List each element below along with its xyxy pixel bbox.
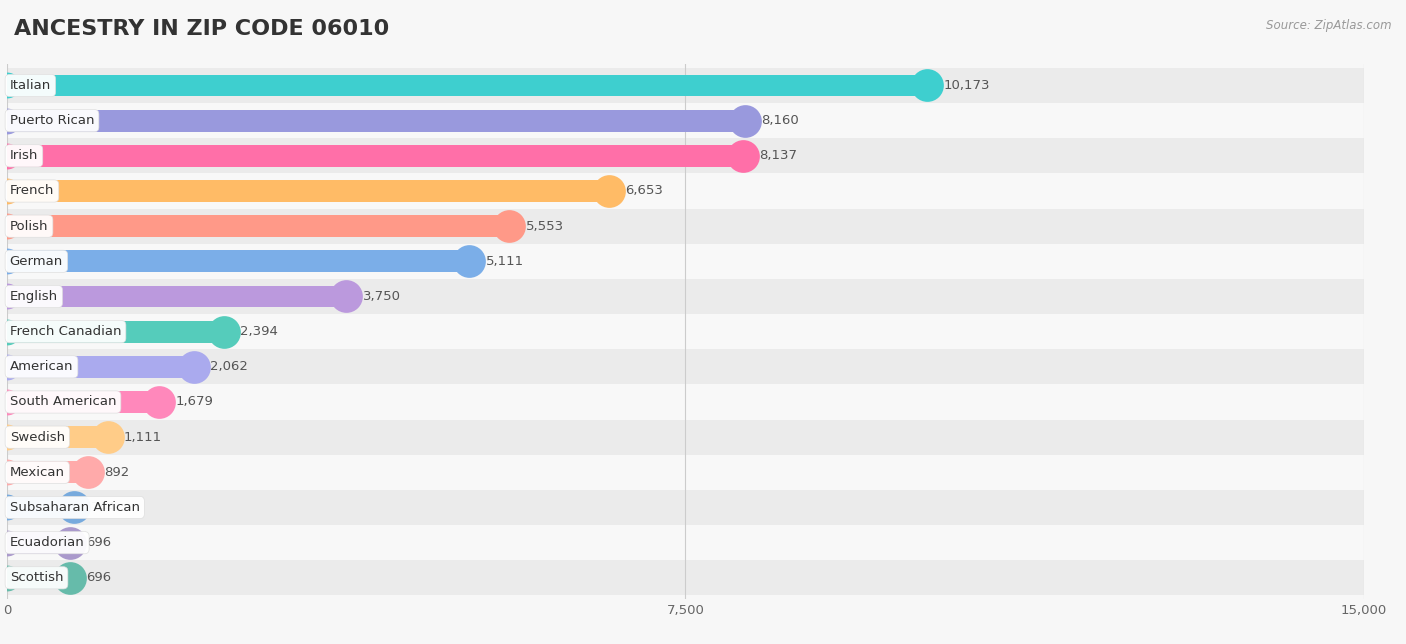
Bar — [7, 251, 470, 272]
Text: Italian: Italian — [10, 79, 51, 92]
Text: Puerto Rican: Puerto Rican — [10, 114, 94, 127]
Bar — [7, 180, 609, 202]
Text: American: American — [10, 361, 73, 374]
Text: Scottish: Scottish — [10, 571, 63, 584]
Bar — [7, 420, 1364, 455]
Bar — [7, 138, 1364, 173]
Text: Polish: Polish — [10, 220, 48, 232]
Bar — [7, 145, 742, 167]
Text: 2,394: 2,394 — [240, 325, 278, 338]
Text: 696: 696 — [86, 536, 111, 549]
Text: 3,750: 3,750 — [363, 290, 401, 303]
Bar — [7, 560, 1364, 596]
Bar — [7, 321, 224, 343]
Bar — [7, 391, 159, 413]
Text: 5,111: 5,111 — [485, 255, 524, 268]
Text: Mexican: Mexican — [10, 466, 65, 479]
Bar — [7, 455, 1364, 490]
Bar — [7, 215, 509, 237]
Bar — [7, 173, 1364, 209]
Text: 1,111: 1,111 — [124, 431, 162, 444]
Text: 744: 744 — [90, 501, 115, 514]
Text: Subsaharan African: Subsaharan African — [10, 501, 139, 514]
Bar — [7, 209, 1364, 243]
Text: German: German — [10, 255, 63, 268]
Bar — [7, 279, 1364, 314]
Text: South American: South American — [10, 395, 117, 408]
Bar — [7, 461, 87, 483]
Text: 2,062: 2,062 — [209, 361, 247, 374]
Bar — [7, 525, 1364, 560]
Bar — [7, 532, 70, 554]
Bar — [7, 384, 1364, 420]
Bar — [7, 490, 1364, 525]
Bar — [7, 356, 194, 378]
Text: Swedish: Swedish — [10, 431, 65, 444]
Text: 5,553: 5,553 — [526, 220, 564, 232]
Bar — [7, 497, 75, 518]
Bar — [7, 109, 745, 131]
Bar — [7, 567, 70, 589]
Text: 1,679: 1,679 — [176, 395, 214, 408]
Text: French: French — [10, 184, 53, 198]
Bar — [7, 285, 346, 307]
Text: Irish: Irish — [10, 149, 38, 162]
Text: 6,653: 6,653 — [626, 184, 664, 198]
Text: Source: ZipAtlas.com: Source: ZipAtlas.com — [1267, 19, 1392, 32]
Bar — [7, 103, 1364, 138]
Text: 696: 696 — [86, 571, 111, 584]
Text: Ecuadorian: Ecuadorian — [10, 536, 84, 549]
Bar — [7, 314, 1364, 349]
Text: 892: 892 — [104, 466, 129, 479]
Text: English: English — [10, 290, 58, 303]
Bar — [7, 68, 1364, 103]
Bar — [7, 426, 107, 448]
Text: 10,173: 10,173 — [943, 79, 990, 92]
Bar — [7, 349, 1364, 384]
Text: 8,137: 8,137 — [759, 149, 797, 162]
Text: French Canadian: French Canadian — [10, 325, 121, 338]
Bar — [7, 243, 1364, 279]
Text: ANCESTRY IN ZIP CODE 06010: ANCESTRY IN ZIP CODE 06010 — [14, 19, 389, 39]
Bar — [7, 75, 927, 97]
Text: 8,160: 8,160 — [762, 114, 799, 127]
